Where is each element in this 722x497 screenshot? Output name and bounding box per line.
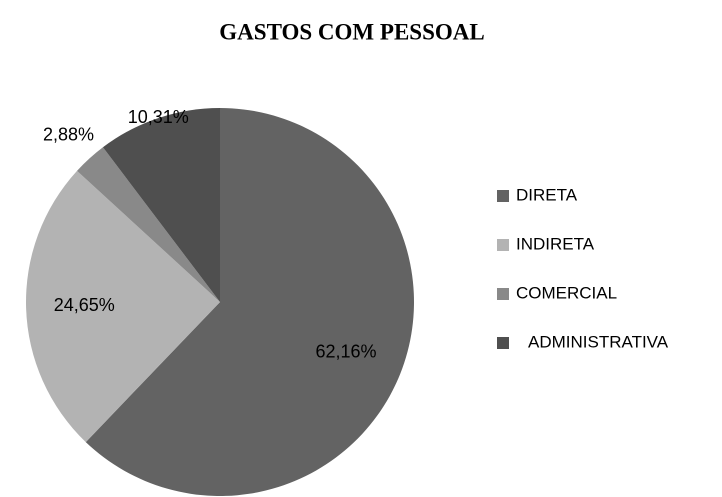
pie-slice (102, 108, 220, 302)
legend-label: ADMINISTRATIVA (528, 332, 669, 351)
legend-label: INDIRETA (516, 234, 595, 253)
data-label: 24,65% (54, 295, 115, 315)
pie-slice (77, 147, 221, 302)
chart-title: GASTOS COM PESSOAL (219, 19, 484, 44)
legend-swatch (497, 239, 509, 251)
legend-swatch (497, 337, 509, 349)
data-label: 10,31% (128, 107, 189, 127)
legend-label: DIRETA (516, 185, 578, 204)
legend-swatch (497, 288, 509, 300)
legend-label: COMERCIAL (516, 283, 617, 302)
legend-swatch (497, 190, 509, 202)
data-label: 62,16% (315, 341, 376, 361)
pie-slice (85, 108, 414, 496)
data-label: 2,88% (43, 124, 94, 144)
pie-slice (25, 170, 221, 443)
